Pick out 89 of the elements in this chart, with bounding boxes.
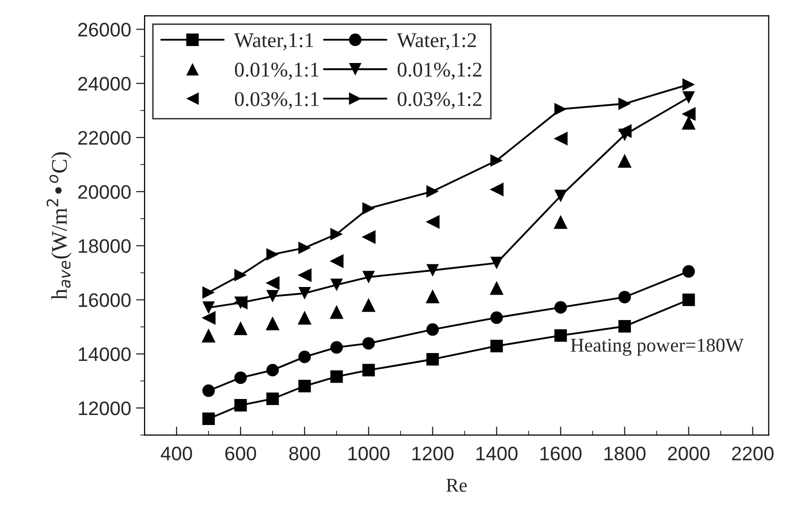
point [682,107,696,121]
legend-label: Water,1:1 [234,33,314,50]
point [426,289,440,304]
y-tick-label: 16000 [78,293,131,308]
y-tick-label: 24000 [78,76,131,91]
y-tick-label: 20000 [78,185,131,199]
y-tick-label: 14000 [78,347,131,362]
point [298,287,311,300]
point [266,248,279,261]
x-tick-label: 1000 [348,446,390,460]
point [202,286,215,299]
point [266,392,279,406]
point [426,264,439,277]
legend-label: 0.03%,1:2 [398,92,482,110]
point [618,290,631,304]
x-tick-label: 1800 [604,446,646,460]
point [682,294,695,306]
point [682,91,695,104]
x-tick-label: 400 [160,446,192,460]
point [266,364,279,376]
point [426,323,439,336]
point [298,380,311,392]
point [426,353,439,366]
point [202,328,216,342]
x-tick-label: 1200 [412,446,454,460]
annotation: Heating power=180W [570,338,744,356]
point [490,311,503,324]
point [618,320,631,333]
point [298,242,311,254]
point [554,102,567,116]
legend-label: 0.01%,1:2 [398,62,482,80]
point [362,270,375,284]
point [362,202,375,215]
legend-label: 0.01%,1:1 [234,62,319,80]
point [490,256,503,270]
x-tick-label: 1400 [476,446,518,460]
x-axis-title: Re [446,478,467,492]
point [490,280,504,295]
x-tick-label: 2200 [732,446,774,460]
point [266,316,280,330]
point [490,154,503,167]
y-tick-label: 12000 [78,401,131,416]
point [234,371,247,384]
point [330,278,343,292]
point [426,185,439,198]
x-tick-label: 1600 [540,446,582,460]
legend-label: Water,1:2 [396,33,476,50]
point [266,276,280,290]
point [330,305,344,319]
point [682,116,696,130]
point [554,214,568,229]
point [202,301,215,314]
point [682,78,695,91]
point [330,254,344,268]
point [490,340,503,352]
legend-label: 0.03%,1:1 [234,92,319,110]
point [298,268,312,282]
point [234,399,247,412]
point [330,370,343,383]
point [554,132,568,146]
point [426,214,440,229]
point [490,182,504,196]
point [266,290,279,303]
y-axis-title: h$_{ave}$(W/m$^{2}$•$^{o}$C) [46,152,72,300]
point [234,321,248,336]
x-tick-label: 600 [225,446,256,460]
y-tick-label: 26000 [78,22,131,37]
y-tick-label: 22000 [78,130,131,145]
point [362,364,375,376]
point [330,228,343,240]
point [554,301,567,314]
point [202,412,215,426]
point [202,310,216,325]
point [618,97,631,110]
point [618,154,632,168]
point [554,329,567,342]
point [234,268,247,282]
point [554,190,567,202]
point [202,384,215,397]
point [362,298,376,312]
point [362,337,375,350]
point [362,230,376,244]
point [298,350,311,364]
x-tick-label: 800 [289,446,320,460]
x-tick-label: 2000 [668,446,710,460]
y-tick-label: 18000 [78,239,131,253]
point [330,341,343,354]
point [682,265,695,278]
point [298,310,312,325]
